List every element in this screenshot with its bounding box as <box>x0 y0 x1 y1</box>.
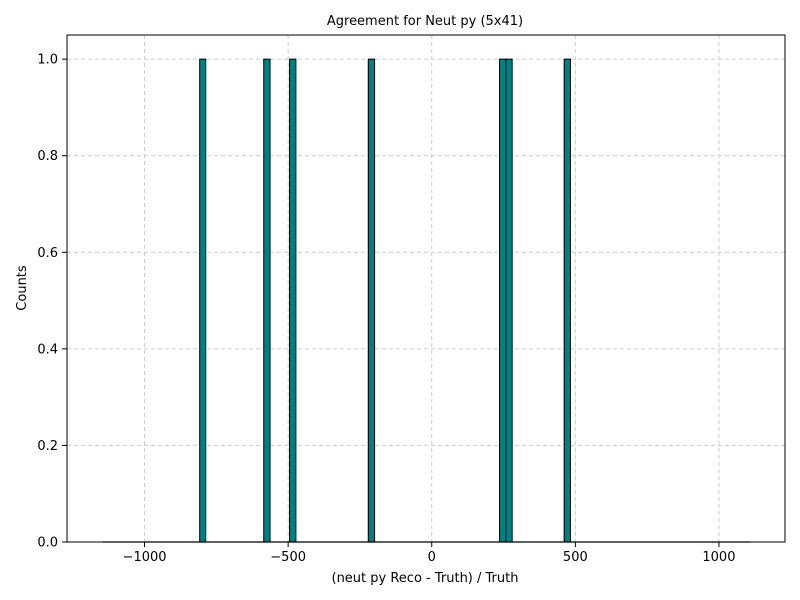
chart-title: Agreement for Neut py (5x41) <box>327 14 523 29</box>
histogram-bar <box>563 58 571 543</box>
y-tick-label: 0.6 <box>37 246 58 261</box>
x-tick-label: 0 <box>428 550 436 565</box>
histogram-bar <box>289 58 297 543</box>
y-axis-ticks: 0.0 0.2 0.4 0.6 0.8 1.0 <box>37 53 67 551</box>
y-tick-label: 0.8 <box>37 149 58 164</box>
plot-frame <box>66 34 786 543</box>
y-tick-label: 0.2 <box>37 439 58 454</box>
x-tick-label: −500 <box>270 550 306 565</box>
y-tick-label: 0.0 <box>37 536 58 551</box>
histogram-bar <box>505 58 513 543</box>
x-tick-label: 1000 <box>702 550 735 565</box>
x-axis-label: (neut py Reco - Truth) / Truth <box>332 571 519 586</box>
histogram-bar <box>263 58 271 543</box>
x-tick-label: −1000 <box>123 550 167 565</box>
histogram-bar <box>499 58 507 543</box>
histogram-bar <box>199 58 207 543</box>
x-axis-ticks: −1000 −500 0 500 1000 <box>123 542 735 565</box>
y-axis-label: Counts <box>15 265 30 311</box>
y-tick-label: 0.4 <box>37 342 58 357</box>
y-tick-label: 1.0 <box>37 53 58 68</box>
histogram-bar <box>367 58 376 543</box>
x-tick-label: 500 <box>563 550 588 565</box>
